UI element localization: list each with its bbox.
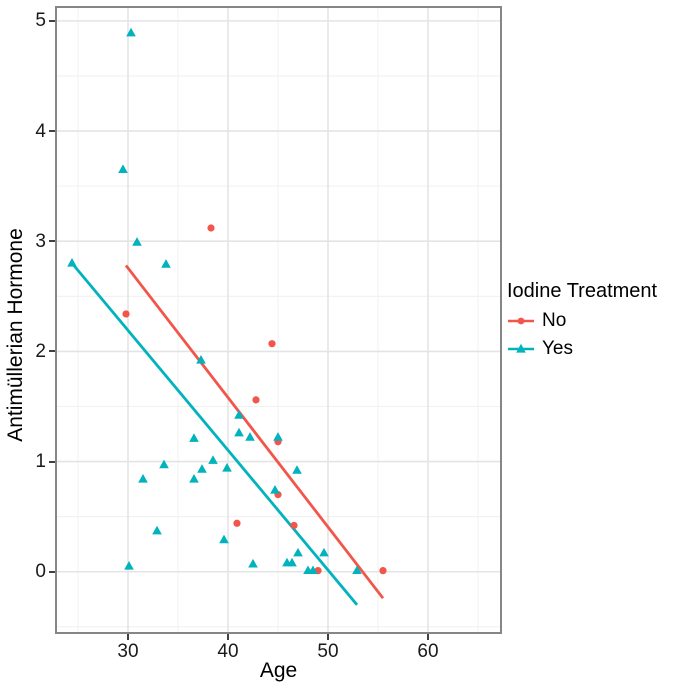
data-point-yes	[287, 557, 297, 567]
data-point-yes	[273, 432, 283, 441]
plot-area	[55, 6, 502, 634]
y-axis-title: Antimüllerian Hormone	[4, 228, 27, 442]
data-point-no	[122, 310, 130, 318]
data-point-yes	[219, 534, 229, 544]
data-point-no	[290, 521, 298, 530]
data-point-yes	[196, 355, 206, 364]
legend-label-no: No	[542, 310, 567, 331]
data-point-yes	[234, 427, 244, 437]
data-point-yes	[152, 525, 162, 535]
data-point-no	[379, 567, 387, 575]
x-axis-tick	[227, 634, 229, 640]
trend-line-no	[124, 264, 385, 600]
data-point-yes	[352, 565, 362, 575]
legend-key-yes	[508, 343, 534, 353]
x-axis-tick-label: 50	[317, 641, 339, 662]
data-point-yes	[189, 433, 199, 442]
y-axis-tick-label: 5	[35, 10, 46, 32]
x-axis-title: Age	[259, 659, 298, 682]
legend-label-yes: Yes	[542, 338, 573, 359]
data-point-yes	[270, 485, 280, 494]
legend-item-yes: Yes	[507, 335, 685, 363]
data-point-yes	[159, 459, 169, 469]
data-point-no	[252, 396, 260, 404]
data-point-yes	[308, 565, 318, 575]
data-point-yes	[124, 561, 134, 570]
data-point-yes	[319, 547, 329, 557]
y-axis-tick	[49, 19, 55, 22]
legend-items: No Yes	[507, 307, 685, 363]
data-point-yes	[197, 464, 207, 473]
data-point-yes	[161, 259, 171, 268]
data-point-yes	[248, 558, 258, 568]
x-axis-tick-label: 40	[217, 641, 239, 662]
x-axis-tick	[327, 634, 329, 640]
data-point-yes	[245, 432, 255, 441]
x-axis-tick-label: 30	[117, 641, 139, 662]
y-axis-tick-label: 3	[35, 230, 46, 252]
data-point-yes	[67, 258, 77, 267]
plot-panel	[55, 6, 502, 634]
data-point-yes	[234, 410, 244, 419]
data-point-no	[207, 224, 215, 232]
legend-item-no: No	[507, 307, 685, 335]
y-axis-tick	[49, 130, 55, 133]
data-point-no	[268, 340, 276, 348]
data-point-yes	[132, 237, 142, 246]
y-axis-tick-label: 1	[35, 451, 46, 473]
legend-title: Iodine Treatment	[507, 280, 658, 302]
data-point-yes	[208, 455, 218, 464]
data-point-yes	[138, 474, 148, 483]
x-axis-tick-label: 60	[417, 641, 439, 662]
data-point-yes	[222, 462, 232, 472]
data-point-yes	[126, 27, 136, 37]
trend-line-yes	[70, 262, 359, 606]
x-axis-tick	[127, 634, 129, 640]
y-axis-tick-label: 2	[35, 340, 46, 362]
y-axis-tick	[49, 460, 55, 463]
data-point-no	[233, 519, 241, 527]
y-axis-tick	[49, 350, 55, 353]
y-axis-tick-label: 0	[35, 561, 46, 583]
data-point-yes	[292, 465, 302, 474]
legend-key-no	[508, 317, 534, 325]
x-axis-tick	[427, 634, 429, 640]
data-point-yes	[189, 474, 199, 483]
y-axis-tick	[49, 240, 55, 243]
panel-border	[55, 6, 502, 634]
data-point-yes	[293, 547, 303, 557]
y-axis-tick	[49, 570, 55, 573]
y-axis-tick-label: 4	[35, 120, 46, 142]
data-point-yes	[118, 164, 128, 174]
legend: Iodine Treatment No Yes	[507, 279, 685, 363]
